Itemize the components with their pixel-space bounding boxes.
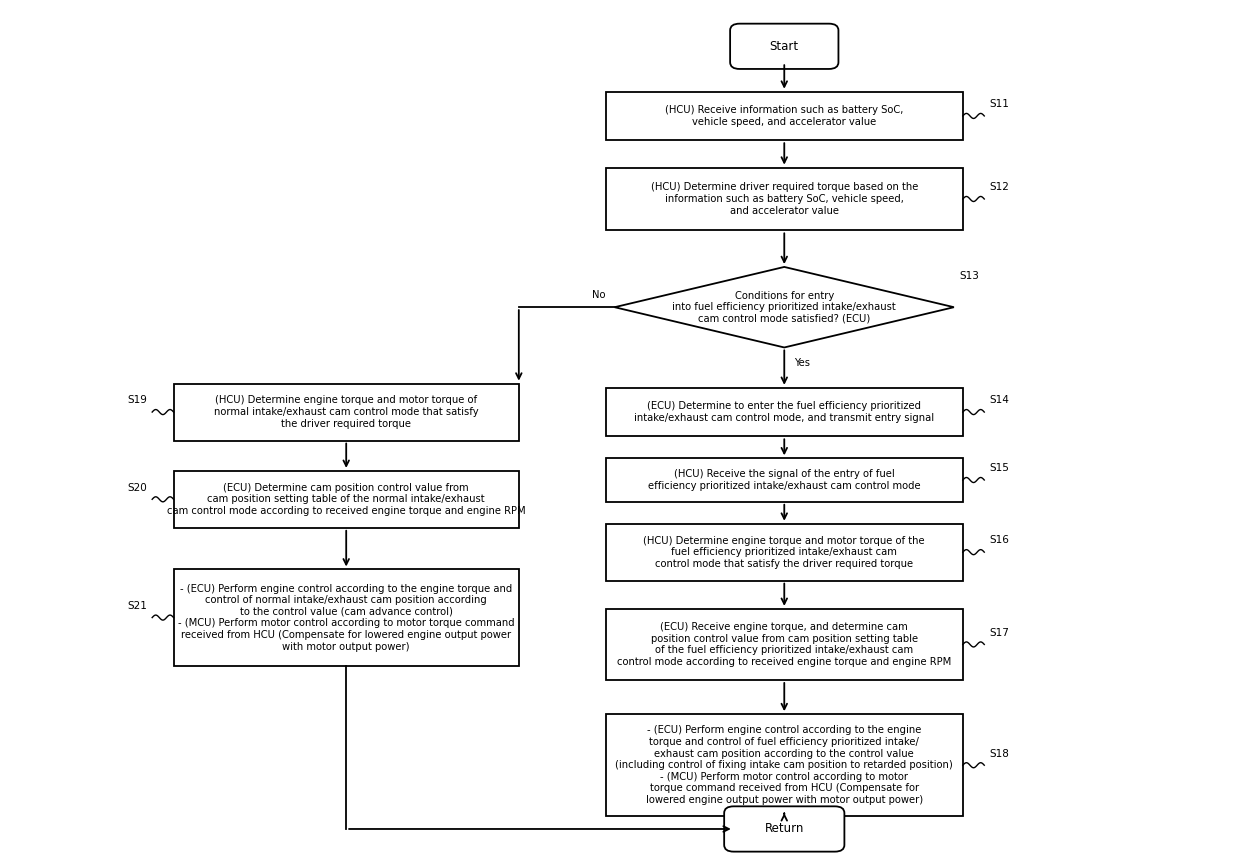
Text: Start: Start bbox=[770, 40, 799, 53]
Bar bbox=[605, 714, 962, 817]
Text: - (ECU) Perform engine control according to the engine
torque and control of fue: - (ECU) Perform engine control according… bbox=[615, 725, 954, 805]
Text: Yes: Yes bbox=[794, 358, 810, 367]
Text: S16: S16 bbox=[990, 536, 1009, 545]
Text: S21: S21 bbox=[128, 601, 148, 611]
Text: S11: S11 bbox=[990, 99, 1009, 110]
Bar bbox=[605, 388, 962, 437]
Bar bbox=[605, 524, 962, 580]
Bar bbox=[174, 471, 518, 528]
Text: S13: S13 bbox=[960, 271, 980, 281]
Text: S19: S19 bbox=[128, 395, 148, 406]
Text: - (ECU) Perform engine control according to the engine torque and
control of nor: - (ECU) Perform engine control according… bbox=[177, 584, 515, 651]
Bar bbox=[174, 569, 518, 666]
Polygon shape bbox=[615, 267, 954, 348]
Text: (ECU) Receive engine torque, and determine cam
position control value from cam p: (ECU) Receive engine torque, and determi… bbox=[618, 622, 951, 667]
Text: Return: Return bbox=[765, 823, 804, 835]
Text: (HCU) Determine engine torque and motor torque of the
fuel efficiency prioritize: (HCU) Determine engine torque and motor … bbox=[644, 536, 925, 568]
Bar bbox=[605, 92, 962, 140]
Bar bbox=[605, 609, 962, 680]
Text: (ECU) Determine to enter the fuel efficiency prioritized
intake/exhaust cam cont: (ECU) Determine to enter the fuel effici… bbox=[634, 401, 934, 423]
Text: S12: S12 bbox=[990, 182, 1009, 193]
Text: Conditions for entry
into fuel efficiency prioritized intake/exhaust
cam control: Conditions for entry into fuel efficienc… bbox=[672, 290, 897, 324]
FancyBboxPatch shape bbox=[724, 806, 844, 852]
Text: (HCU) Determine driver required torque based on the
information such as battery : (HCU) Determine driver required torque b… bbox=[651, 182, 918, 216]
Text: (HCU) Receive the signal of the entry of fuel
efficiency prioritized intake/exha: (HCU) Receive the signal of the entry of… bbox=[649, 469, 920, 490]
Text: S17: S17 bbox=[990, 627, 1009, 638]
Text: (HCU) Determine engine torque and motor torque of
normal intake/exhaust cam cont: (HCU) Determine engine torque and motor … bbox=[213, 395, 479, 429]
Text: No: No bbox=[591, 290, 605, 300]
Text: S18: S18 bbox=[990, 748, 1009, 758]
Bar bbox=[605, 458, 962, 502]
Text: (ECU) Determine cam position control value from
cam position setting table of th: (ECU) Determine cam position control val… bbox=[167, 483, 526, 516]
FancyBboxPatch shape bbox=[730, 24, 838, 69]
Bar bbox=[174, 383, 518, 441]
Text: S20: S20 bbox=[128, 483, 148, 492]
Bar bbox=[605, 168, 962, 230]
Text: (HCU) Receive information such as battery SoC,
vehicle speed, and accelerator va: (HCU) Receive information such as batter… bbox=[665, 105, 904, 127]
Text: S15: S15 bbox=[990, 463, 1009, 473]
Text: S14: S14 bbox=[990, 395, 1009, 406]
